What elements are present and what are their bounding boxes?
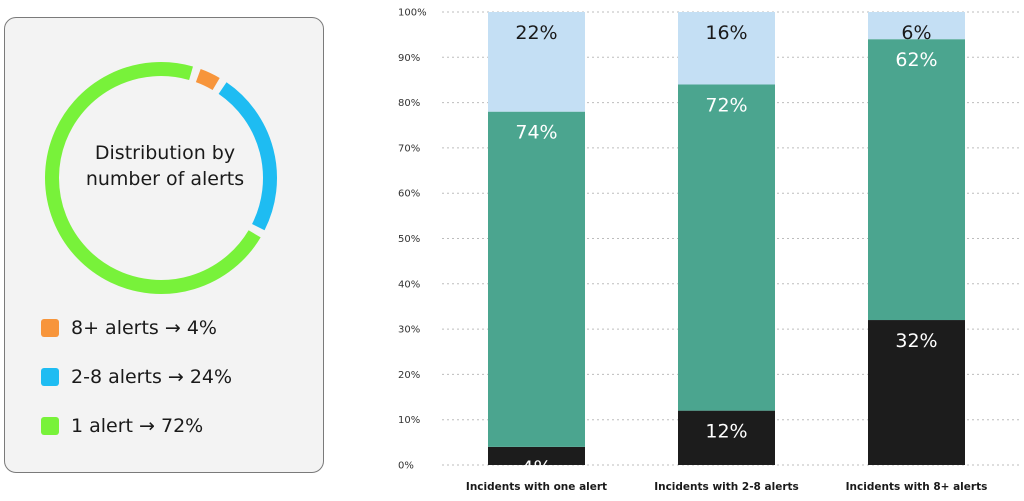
bar-segment-top — [868, 12, 965, 40]
bar-segment-bottom — [488, 446, 585, 465]
donut-slice-8plus-alerts — [195, 68, 220, 91]
donut-chart — [45, 62, 277, 294]
bar-segment-label-top: 22% — [515, 22, 557, 44]
bar-segment-label-middle: 74% — [515, 122, 557, 144]
y-tick-label: 70% — [398, 143, 420, 154]
donut-title-line-1: Distribution by — [94, 142, 236, 164]
y-tick-label: 0% — [398, 461, 414, 472]
x-category-label: Incidents with 8+ alerts — [846, 481, 988, 493]
y-tick-label: 90% — [398, 53, 420, 64]
bar-segment-middle — [678, 84, 775, 411]
bar-segment-label-middle: 72% — [705, 94, 747, 116]
y-tick-label: 30% — [398, 325, 420, 336]
y-tick-label: 60% — [398, 189, 420, 200]
bar-segment-label-bottom: 32% — [895, 330, 937, 352]
bar-segment-top — [488, 12, 585, 112]
bar-segment-middle — [488, 111, 585, 447]
legend-swatch-8plus-alerts — [41, 319, 59, 337]
x-category-label: Incidents with one alert — [466, 481, 607, 493]
legend-swatch-1-alert — [41, 417, 59, 435]
y-tick-label: 50% — [398, 234, 420, 245]
y-tick-label: 20% — [398, 370, 420, 381]
donut-legend: 8+ alerts → 4% 2-8 alerts → 24% 1 alert … — [41, 316, 232, 463]
legend-item-1-alert: 1 alert → 72% — [41, 414, 232, 438]
legend-label-1-alert: 1 alert → 72% — [71, 415, 204, 437]
bar-segment-middle — [868, 39, 965, 321]
x-category-label: Incidents with 2-8 alerts — [654, 481, 799, 493]
legend-item-8plus-alerts: 8+ alerts → 4% — [41, 316, 232, 340]
y-tick-label: 40% — [398, 279, 420, 290]
y-tick-label: 80% — [398, 98, 420, 109]
y-tick-label: 10% — [398, 415, 420, 426]
distribution-card: Distribution by number of alerts 8+ aler… — [4, 17, 324, 473]
stacked-bar-chart: 0% 10% 20% 30% 40% 50% 60% 70% 80% 90% 100% 4% 74% 22… — [398, 8, 1020, 493]
bar-segment-bottom — [868, 320, 965, 465]
bar-segment-label-bottom: 12% — [705, 421, 747, 443]
donut-title-line-2: number of alerts — [85, 168, 245, 190]
bar-segment-top — [678, 12, 775, 85]
y-tick-label: 100% — [398, 8, 427, 19]
donut-slice-2-8-alerts — [218, 82, 277, 231]
bar-segment-label-top: 16% — [705, 22, 747, 44]
donut-slice-1-alert — [45, 62, 261, 294]
bar-segment-label-bottom: 4% — [521, 457, 551, 479]
legend-swatch-2-8-alerts — [41, 368, 59, 386]
bar-segment-bottom — [678, 410, 775, 465]
legend-label-2-8-alerts: 2-8 alerts → 24% — [71, 366, 233, 388]
legend-label-8plus-alerts: 8+ alerts → 4% — [71, 317, 217, 339]
donut-title: Distribution by number of alerts — [65, 140, 265, 192]
bar-segment-label-middle: 62% — [895, 49, 937, 71]
legend-item-2-8-alerts: 2-8 alerts → 24% — [41, 365, 232, 389]
bar-segment-label-top: 6% — [901, 22, 931, 44]
